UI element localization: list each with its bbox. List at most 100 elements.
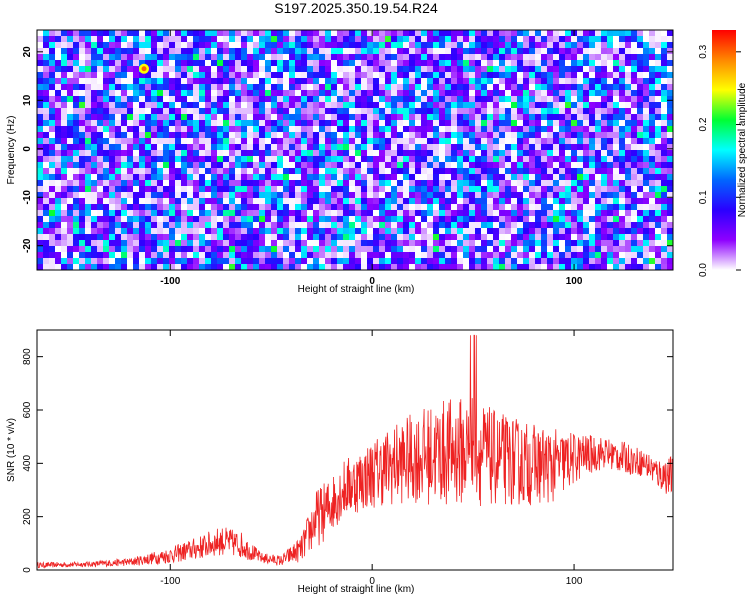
spectrogram-cell bbox=[145, 144, 152, 151]
spectrogram-cell bbox=[409, 180, 416, 187]
spectrogram-cell bbox=[133, 162, 140, 169]
spectrogram-cell bbox=[37, 36, 44, 43]
spectrogram-cell bbox=[361, 36, 368, 43]
spectrogram-cell bbox=[577, 258, 584, 265]
spectrogram-cell bbox=[295, 162, 302, 169]
spectrogram-cell bbox=[241, 258, 248, 265]
spectrogram-cell bbox=[313, 210, 320, 217]
spectrogram-cell bbox=[445, 78, 452, 85]
spectrogram-cell bbox=[553, 54, 560, 61]
spectrogram-cell bbox=[163, 108, 170, 115]
spectrogram-cell bbox=[43, 228, 50, 235]
spectrogram-cell bbox=[247, 162, 254, 169]
spectrogram-cell bbox=[73, 198, 80, 205]
spectrogram-cell bbox=[205, 36, 212, 43]
spectrogram-cell bbox=[415, 90, 422, 97]
spectrogram-cell bbox=[199, 162, 206, 169]
spectrogram-cell bbox=[97, 54, 104, 61]
spectrogram-cell bbox=[499, 54, 506, 61]
spectrogram-cell bbox=[607, 114, 614, 121]
spectrogram-cell bbox=[49, 90, 56, 97]
spectrogram-cell bbox=[241, 192, 248, 199]
spectrogram-cell bbox=[37, 240, 44, 247]
spectrogram-cell bbox=[193, 84, 200, 91]
spectrogram-cell bbox=[565, 114, 572, 121]
spectrogram-cell bbox=[349, 174, 356, 181]
spectrogram-cell bbox=[487, 162, 494, 169]
spectrogram-cell bbox=[307, 198, 314, 205]
spectrogram-cell bbox=[397, 108, 404, 115]
spectrogram-cell bbox=[547, 138, 554, 145]
spectrogram-cell bbox=[271, 54, 278, 61]
spectrogram-cell bbox=[583, 180, 590, 187]
spectrogram-cell bbox=[667, 192, 674, 199]
spectrogram-cell bbox=[667, 168, 674, 175]
spectrogram-cell bbox=[511, 96, 518, 103]
spectrogram-cell bbox=[565, 90, 572, 97]
spectrogram-cell bbox=[127, 180, 134, 187]
spectrogram-cell bbox=[613, 234, 620, 241]
spectrogram-cell bbox=[667, 246, 674, 253]
spectrogram-cell bbox=[229, 246, 236, 253]
spectrogram-cell bbox=[223, 120, 230, 127]
spectrogram-cell bbox=[139, 54, 146, 61]
spectrogram-cell bbox=[199, 186, 206, 193]
spectrogram-cell bbox=[439, 222, 446, 229]
spectrogram-cell bbox=[259, 198, 266, 205]
spectrogram-cell bbox=[601, 96, 608, 103]
spectrogram-cell bbox=[43, 198, 50, 205]
spectrogram-cell bbox=[625, 234, 632, 241]
spectrogram-cell bbox=[127, 138, 134, 145]
spectrogram-cell bbox=[451, 216, 458, 223]
spectrogram-cell bbox=[163, 54, 170, 61]
spectrogram-cell bbox=[499, 96, 506, 103]
spectrogram-cell bbox=[91, 84, 98, 91]
spectrogram-cell bbox=[43, 102, 50, 109]
spectrogram-cell bbox=[181, 36, 188, 43]
spectrogram-cell bbox=[55, 108, 62, 115]
spectrogram-cell bbox=[361, 162, 368, 169]
spectrogram-cell bbox=[271, 252, 278, 259]
spectrogram-cell bbox=[289, 156, 296, 163]
spectrogram-cell bbox=[511, 114, 518, 121]
spectrogram-cell bbox=[493, 90, 500, 97]
spectrogram-cell bbox=[373, 204, 380, 211]
spectrogram-cell bbox=[529, 216, 536, 223]
spectrogram-cell bbox=[181, 258, 188, 265]
spectrogram-cell bbox=[67, 186, 74, 193]
spectrogram-cell bbox=[49, 162, 56, 169]
spectrogram-cell bbox=[109, 204, 116, 211]
spectrogram-cell bbox=[217, 216, 224, 223]
spectrogram-cell bbox=[151, 108, 158, 115]
spectrogram-cell bbox=[445, 210, 452, 217]
spectrogram-cell bbox=[91, 72, 98, 79]
spectrogram-cell bbox=[241, 102, 248, 109]
spectrogram-cell bbox=[103, 144, 110, 151]
spectrogram-cell bbox=[385, 60, 392, 67]
spectrogram-cell bbox=[229, 120, 236, 127]
spectrogram-cell bbox=[439, 114, 446, 121]
spectrogram-cell bbox=[247, 90, 254, 97]
spectrogram-cell bbox=[331, 102, 338, 109]
spectrogram-cell bbox=[619, 84, 626, 91]
spectrogram-cell bbox=[517, 120, 524, 127]
spectrogram-cell bbox=[565, 144, 572, 151]
spectrogram-cell bbox=[343, 198, 350, 205]
spectrogram-cell bbox=[397, 264, 404, 271]
spectrogram-cell bbox=[421, 90, 428, 97]
spectrogram-cell bbox=[649, 48, 656, 55]
spectrogram-cell bbox=[295, 132, 302, 139]
spectrogram-cell bbox=[79, 204, 86, 211]
spectrogram-cell bbox=[565, 36, 572, 43]
spectrogram-cell bbox=[259, 78, 266, 85]
spectrogram-cell bbox=[355, 54, 362, 61]
spectrogram-cell bbox=[319, 126, 326, 133]
spectrogram-cell bbox=[145, 228, 152, 235]
spectrogram-cell bbox=[625, 60, 632, 67]
spectrogram-cell bbox=[337, 120, 344, 127]
spectrogram-cell bbox=[637, 162, 644, 169]
spectrogram-cell bbox=[367, 138, 374, 145]
spectrogram-cell bbox=[457, 234, 464, 241]
spectrogram-cell bbox=[577, 246, 584, 253]
spectrogram-cell bbox=[373, 42, 380, 49]
